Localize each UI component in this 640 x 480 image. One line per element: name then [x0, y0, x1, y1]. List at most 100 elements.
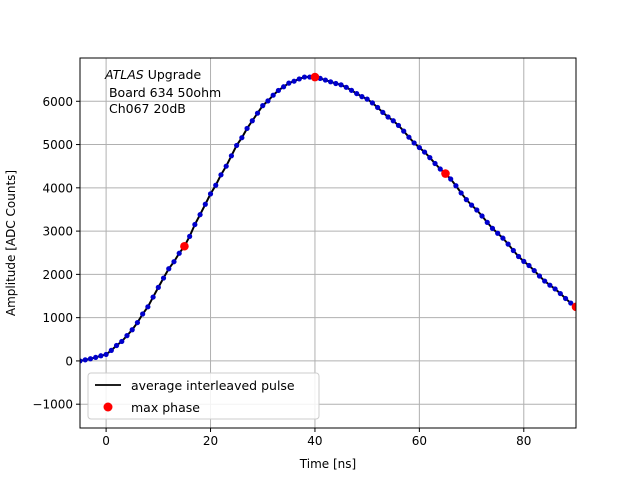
pulse-sample-point	[187, 233, 193, 239]
pulse-sample-point	[531, 267, 537, 274]
pulse-sample-point	[134, 319, 141, 326]
pulse-sample-point	[421, 149, 428, 155]
pulse-sample-point	[521, 258, 527, 264]
pulse-sample-point	[343, 84, 349, 90]
max-phase-point	[310, 72, 320, 82]
pulse-line	[80, 76, 576, 362]
pulse-sample-point	[192, 221, 198, 228]
pulse-sample-point	[328, 79, 334, 85]
pulse-sample-point	[108, 347, 114, 353]
pulse-sample-point	[448, 176, 454, 182]
annotation-line1: ATLAS Upgrade	[104, 67, 201, 82]
pulse-sample-point	[395, 122, 402, 129]
pulse-sample-point	[296, 76, 302, 82]
legend: average interleaved pulse max phase	[87, 372, 320, 420]
pulse-sample-point	[166, 266, 172, 272]
pulse-sample-point	[468, 202, 475, 208]
pulse-sample-point	[160, 275, 167, 281]
pulse-sample-point	[124, 333, 130, 339]
x-tick-label: 0	[102, 434, 110, 448]
pulse-sample-point	[458, 190, 464, 196]
pulse-sample-point	[176, 250, 182, 256]
pulse-sample-point	[228, 153, 235, 159]
pulse-sample-point	[80, 358, 83, 364]
pulse-sample-point	[87, 356, 94, 362]
plot-area	[80, 72, 576, 364]
pulse-sample-point	[98, 353, 104, 359]
pulse-sample-point	[207, 191, 214, 197]
annotation-line3: Ch067 20dB	[105, 101, 186, 116]
y-tick-label: 2000	[42, 268, 73, 282]
pulse-sample-point	[113, 342, 120, 349]
pulse-sample-point	[234, 142, 240, 149]
y-tick-label: 0	[65, 354, 73, 368]
pulse-sample-point	[526, 262, 532, 269]
pulse-sample-point	[390, 118, 396, 124]
pulse-sample-point	[401, 128, 407, 134]
pulse-sample-point	[93, 354, 99, 361]
y-tick-label: 6000	[42, 95, 73, 109]
annotation-line2: Board 634 50ohm	[105, 85, 221, 100]
pulse-sample-point	[140, 311, 146, 317]
pulse-sample-point	[218, 172, 224, 178]
pulse-sample-point	[375, 104, 381, 111]
pulse-sample-point	[103, 351, 109, 358]
plot-layer	[80, 72, 576, 364]
y-tick-label: 3000	[42, 225, 73, 239]
annotation-upgrade: Upgrade	[144, 67, 202, 82]
pulse-sample-point	[562, 295, 569, 302]
pulse-sample-point	[542, 278, 548, 284]
pulse-sample-point	[510, 247, 516, 254]
plot-frame	[79, 57, 577, 429]
x-tick-label: 80	[516, 434, 531, 448]
max-phase-point	[180, 241, 189, 251]
y-tick-label: −1000	[32, 398, 73, 412]
x-axis-label: Time [ns]	[299, 457, 356, 471]
pulse-sample-point	[568, 300, 574, 306]
pulse-sample-point	[432, 160, 438, 167]
pulse-sample-point	[322, 77, 328, 83]
pulse-sample-point	[171, 259, 177, 265]
pulse-sample-point	[145, 304, 151, 310]
pulse-sample-point	[82, 357, 88, 363]
pulse-sample-point	[244, 125, 250, 132]
pulse-sample-point	[354, 90, 360, 97]
pulse-sample-point	[416, 144, 422, 151]
pulse-sample-point	[119, 338, 125, 345]
pulse-sample-point	[364, 96, 370, 102]
pulse-sample-point	[427, 155, 433, 161]
pulse-sample-point	[385, 114, 391, 120]
pulse-sample-point	[275, 87, 281, 94]
pulse-sample-point	[260, 103, 266, 109]
pulse-sample-point	[505, 241, 511, 247]
pulse-sample-point	[463, 197, 469, 203]
legend-box	[87, 372, 320, 420]
y-axis-ticks: −1000 0 1000 2000 3000 4000 5000 6000	[32, 95, 80, 412]
pulse-sample-point	[359, 94, 365, 100]
pulse-sample-point	[281, 84, 287, 90]
pulse-sample-point	[479, 213, 485, 219]
pulse-sample-point	[484, 219, 490, 225]
pulse-sample-point	[515, 253, 522, 260]
x-tick-label: 60	[412, 434, 427, 448]
legend-marker-swatch	[103, 402, 113, 412]
legend-label-pulse: average interleaved pulse	[131, 378, 295, 393]
pulse-sample-point	[495, 230, 501, 236]
x-axis-ticks: 0 20 40 60 80	[102, 428, 531, 448]
pulse-sample-point	[338, 82, 344, 88]
x-tick-label: 20	[203, 434, 218, 448]
pulse-sample-point	[291, 78, 297, 84]
max-phase-point	[571, 302, 576, 312]
y-tick-label: 4000	[42, 181, 73, 195]
pulse-sample-point	[239, 135, 245, 141]
pulse-sample-point	[249, 118, 255, 124]
pulse-sample-point	[202, 201, 208, 207]
pulse-sample-point	[380, 109, 386, 115]
pulse-sample-point	[453, 183, 459, 189]
pulse-sample-point	[557, 290, 563, 297]
pulse-sample-point	[552, 286, 558, 292]
pulse-sample-point	[437, 166, 443, 172]
pulse-sample-point	[411, 140, 417, 146]
pulse-sample-point	[474, 207, 480, 213]
